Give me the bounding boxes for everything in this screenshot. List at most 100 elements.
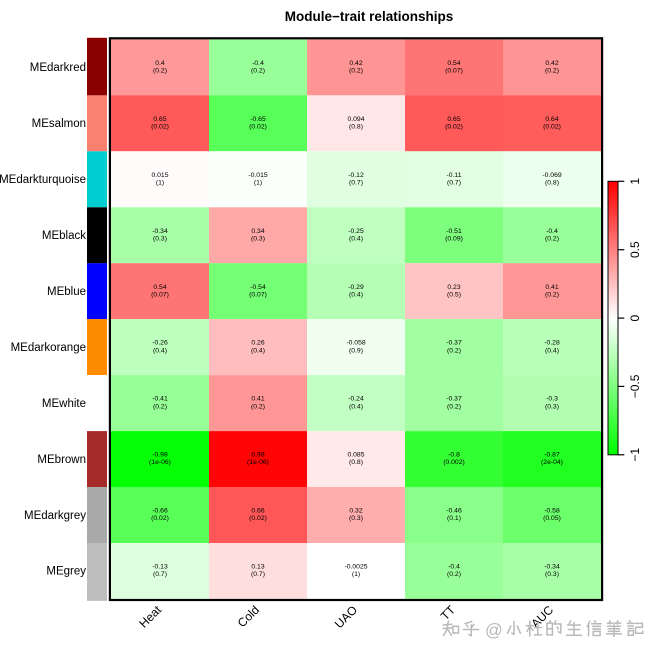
svg-text:MEdarkred: MEdarkred [30,62,86,74]
svg-text:(1): (1) [352,571,360,578]
svg-text:(0.07): (0.07) [445,68,463,75]
svg-text:-0.4: -0.4 [546,228,558,235]
svg-text:-0.58: -0.58 [544,508,560,515]
svg-text:(0.02): (0.02) [151,515,169,522]
svg-text:(0.002): (0.002) [443,459,465,466]
svg-text:(0.4): (0.4) [349,291,363,298]
svg-text:MEdarkturquoise: MEdarkturquoise [0,174,86,186]
svg-text:0.094: 0.094 [347,116,364,123]
svg-text:(0.07): (0.07) [249,291,267,298]
svg-text:-0.24: -0.24 [348,396,364,403]
svg-text:0.5: 0.5 [628,241,642,258]
svg-text:MEsalmon: MEsalmon [32,118,86,130]
svg-text:(0.2): (0.2) [447,571,461,578]
svg-text:(0.2): (0.2) [545,235,559,242]
svg-text:-0.3: -0.3 [546,396,558,403]
svg-text:(1e-06): (1e-06) [247,459,269,466]
svg-text:(0.02): (0.02) [249,515,267,522]
svg-text:-0.11: -0.11 [447,172,462,179]
svg-text:Module−trait relationships: Module−trait relationships [285,9,453,24]
svg-text:0.65: 0.65 [447,116,460,123]
svg-text:(0.7): (0.7) [251,571,265,578]
svg-text:0.32: 0.32 [349,508,362,515]
svg-text:(0.1): (0.1) [447,515,461,522]
svg-text:-0.34: -0.34 [544,564,560,571]
svg-text:0.54: 0.54 [153,284,166,291]
svg-text:(0.2): (0.2) [251,68,265,75]
svg-text:-0.34: -0.34 [152,228,168,235]
svg-text:0.4: 0.4 [155,60,165,67]
svg-text:0.34: 0.34 [251,228,264,235]
svg-text:-0.0025: -0.0025 [344,564,367,571]
svg-text:-0.12: -0.12 [348,172,364,179]
svg-text:MEgrey: MEgrey [46,566,86,578]
svg-text:(0.7): (0.7) [153,571,167,578]
svg-text:(0.02): (0.02) [151,124,169,131]
svg-text:(1): (1) [156,180,164,187]
svg-text:(0.3): (0.3) [545,571,559,578]
svg-text:-0.98: -0.98 [152,452,168,459]
svg-text:0.13: 0.13 [251,564,264,571]
svg-text:-0.069: -0.069 [542,172,561,179]
svg-text:(0.2): (0.2) [251,403,265,410]
svg-text:@: @ [485,620,503,640]
svg-text:-0.28: -0.28 [544,340,560,347]
svg-text:(0.7): (0.7) [447,180,461,187]
svg-text:(0.5): (0.5) [447,291,461,298]
svg-text:-0.29: -0.29 [348,284,364,291]
svg-text:(0.02): (0.02) [249,124,267,131]
svg-text:(0.8): (0.8) [545,180,559,187]
svg-text:-0.65: -0.65 [250,116,266,123]
svg-text:0.64: 0.64 [545,116,558,123]
svg-text:(0.7): (0.7) [349,180,363,187]
svg-text:-0.51: -0.51 [446,228,462,235]
svg-text:(0.3): (0.3) [349,515,363,522]
svg-text:0.65: 0.65 [153,116,166,123]
svg-text:(0.4): (0.4) [349,403,363,410]
svg-text:0.41: 0.41 [545,284,558,291]
svg-text:(0.4): (0.4) [153,347,167,354]
svg-text:0.085: 0.085 [347,452,364,459]
svg-text:0: 0 [628,314,642,321]
svg-text:(0.8): (0.8) [349,124,363,131]
svg-text:(0.4): (0.4) [251,347,265,354]
svg-text:-0.058: -0.058 [346,340,365,347]
svg-text:(1e-06): (1e-06) [149,459,171,466]
svg-text:0.23: 0.23 [447,284,460,291]
svg-text:(0.02): (0.02) [445,124,463,131]
svg-text:-0.37: -0.37 [446,396,462,403]
svg-text:(0.8): (0.8) [349,459,363,466]
svg-text:-0.25: -0.25 [348,228,364,235]
svg-text:-0.8: -0.8 [448,452,460,459]
svg-text:0.26: 0.26 [251,340,264,347]
svg-text:-0.87: -0.87 [544,452,560,459]
svg-text:(0.9): (0.9) [349,347,363,354]
svg-text:0.42: 0.42 [545,60,558,67]
svg-text:-0.54: -0.54 [250,284,266,291]
svg-text:(0.2): (0.2) [153,403,167,410]
svg-text:0.42: 0.42 [349,60,362,67]
svg-text:(0.07): (0.07) [151,291,169,298]
svg-text:(0.4): (0.4) [349,235,363,242]
svg-text:-0.4: -0.4 [252,60,264,67]
svg-text:-0.41: -0.41 [152,396,168,403]
svg-text:-0.66: -0.66 [152,508,168,515]
svg-text:(0.09): (0.09) [445,235,463,242]
svg-text:(0.3): (0.3) [545,403,559,410]
svg-text:(2e-04): (2e-04) [541,459,563,466]
svg-text:(0.05): (0.05) [543,515,561,522]
svg-text:-0.4: -0.4 [448,564,460,571]
svg-text:(1): (1) [254,180,262,187]
svg-text:0.41: 0.41 [251,396,264,403]
svg-text:MEdarkgrey: MEdarkgrey [24,510,86,522]
svg-text:(0.2): (0.2) [447,347,461,354]
svg-text:MEdarkorange: MEdarkorange [11,342,86,354]
svg-text:0.98: 0.98 [251,452,264,459]
svg-text:(0.4): (0.4) [545,347,559,354]
svg-text:−1: −1 [628,448,642,462]
svg-text:-0.13: -0.13 [152,564,168,571]
svg-text:(0.2): (0.2) [153,68,167,75]
svg-text:MEblue: MEblue [47,286,86,298]
svg-text:(0.02): (0.02) [543,124,561,131]
svg-text:(0.2): (0.2) [349,68,363,75]
